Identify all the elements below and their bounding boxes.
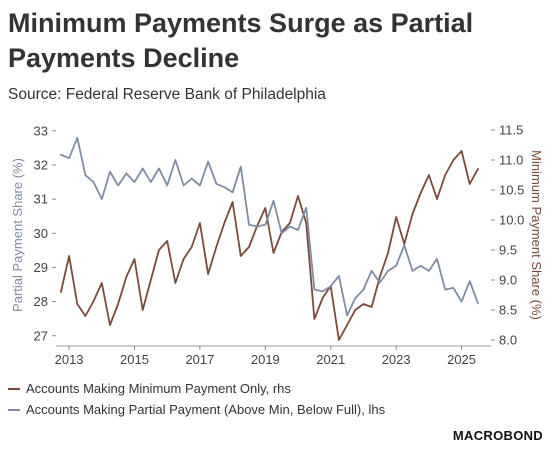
y-left-tick-label: 31 bbox=[34, 192, 48, 207]
y-left-tick-label: 29 bbox=[34, 260, 48, 275]
x-tick-label: 2013 bbox=[55, 352, 84, 367]
y-right-tick-label: 9.5 bbox=[499, 243, 517, 258]
chart-subtitle: Source: Federal Reserve Bank of Philadel… bbox=[8, 86, 326, 103]
legend-item-partial: Accounts Making Partial Payment (Above M… bbox=[8, 399, 385, 420]
axes: 27 28 29 30 31 32 33 8.0 8.5 9.0 9.5 10.0 10.5 11.0 11… bbox=[10, 123, 544, 368]
y-right-tick-label: 8.0 bbox=[499, 333, 517, 348]
y-left-tick-label: 27 bbox=[34, 328, 48, 343]
minimum-payment-line bbox=[60, 150, 479, 341]
x-tick-label: 2015 bbox=[120, 352, 149, 367]
chart-title: Minimum Payments Surge as Partial Paymen… bbox=[8, 8, 474, 73]
y-left-tick-label: 28 bbox=[34, 294, 48, 309]
legend: Accounts Making Minimum Payment Only, rh… bbox=[8, 378, 385, 420]
line-chart: 27 28 29 30 31 32 33 8.0 8.5 9.0 9.5 10.0 10.5 11.0 11… bbox=[10, 123, 544, 368]
legend-label-partial: Accounts Making Partial Payment (Above M… bbox=[26, 402, 386, 417]
y-left-tick-label: 33 bbox=[34, 123, 48, 138]
legend-label-minimum: Accounts Making Minimum Payment Only, rh… bbox=[26, 381, 291, 396]
y-left-tick-label: 30 bbox=[34, 226, 48, 241]
y-right-tick-label: 8.5 bbox=[499, 303, 517, 318]
y-left-axis-label: Partial Payment Share (%) bbox=[10, 158, 25, 312]
x-tick-label: 2025 bbox=[447, 352, 476, 367]
macrobond-logo: MACROBOND bbox=[452, 428, 543, 443]
x-tick-label: 2019 bbox=[251, 352, 280, 367]
series-lines bbox=[60, 136, 479, 341]
y-right-tick-label: 11.0 bbox=[499, 153, 523, 168]
partial-payment-line bbox=[60, 136, 479, 317]
x-tick-label: 2021 bbox=[316, 352, 345, 367]
legend-swatch-minimum bbox=[8, 387, 20, 390]
y-right-axis-label: Minimum Payment Share (%) bbox=[529, 150, 544, 320]
x-tick-label: 2023 bbox=[382, 352, 411, 367]
legend-item-minimum: Accounts Making Minimum Payment Only, rh… bbox=[8, 378, 385, 399]
y-right-tick-label: 10.5 bbox=[499, 183, 524, 198]
x-tick-label: 2017 bbox=[185, 352, 214, 367]
y-left-tick-label: 32 bbox=[34, 157, 48, 172]
legend-swatch-partial bbox=[8, 408, 20, 411]
y-right-tick-label: 10.0 bbox=[499, 213, 524, 228]
y-right-tick-label: 9.0 bbox=[499, 273, 517, 288]
y-right-tick-label: 11.5 bbox=[499, 123, 523, 138]
